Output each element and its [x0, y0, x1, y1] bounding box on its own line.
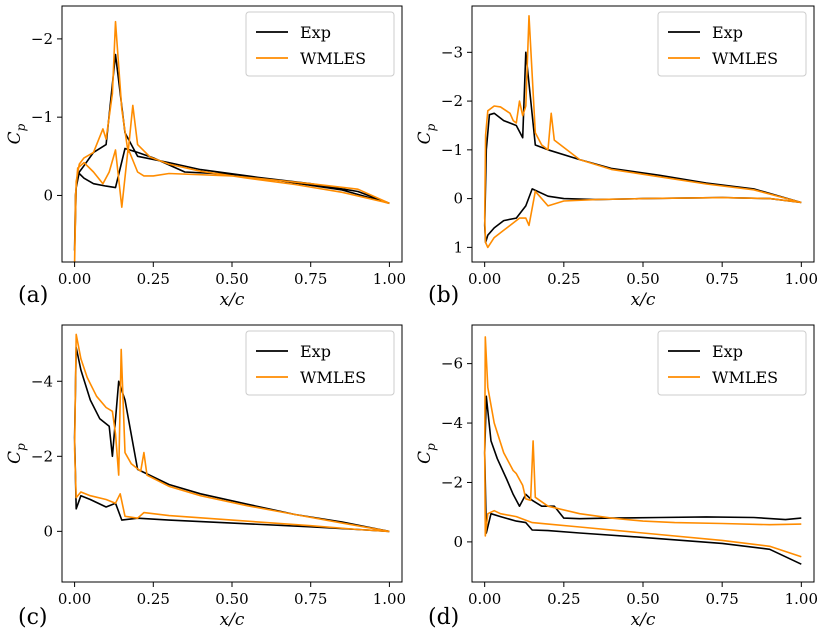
x-tick-label: 0.50 — [215, 590, 248, 608]
y-tick-label: −6 — [441, 355, 463, 373]
y-tick-label: 0 — [453, 190, 463, 208]
y-tick-label: −1 — [441, 141, 463, 159]
y-tick-label: −2 — [31, 30, 53, 48]
y-tick-label: −1 — [31, 108, 53, 126]
x-tick-label: 1.00 — [373, 590, 406, 608]
panel-b: 0.00 0.25 0.50 0.75 1.00 1 0 −1 −2 −3 x/c Cp Exp WMLE… — [415, 5, 818, 310]
y-axis-label-main: C — [5, 451, 25, 464]
panel-a: 0.00 0.25 0.50 0.75 1.00 0 −1 −2 x/c Cp Exp WMLES (a… — [5, 5, 406, 310]
x-tick-label: 0.50 — [626, 270, 659, 288]
y-axis-label: Cp — [415, 123, 438, 144]
x-tick-label: 0.25 — [137, 590, 170, 608]
legend-box — [245, 11, 395, 77]
x-tick-label: 0.00 — [58, 270, 91, 288]
x-tick-label: 0.75 — [705, 270, 738, 288]
x-tick-label: 0.25 — [137, 270, 170, 288]
x-tick-label: 1.00 — [785, 590, 818, 608]
x-axis-label: x/c — [220, 610, 245, 630]
x-tick-label: 1.00 — [785, 270, 818, 288]
series-line-exp — [73, 53, 390, 252]
y-tick-label: −2 — [31, 447, 53, 465]
legend-box — [657, 330, 807, 396]
x-tick-label: 0.00 — [468, 590, 501, 608]
y-tick-label: 0 — [453, 533, 463, 551]
x-axis-label: x/c — [631, 290, 656, 310]
x-tick-label: 0.00 — [468, 270, 501, 288]
x-tick-label: 0.50 — [626, 590, 659, 608]
legend-label-exp: Exp — [300, 342, 331, 361]
y-axis-label-main: C — [415, 131, 435, 144]
panel-d: 0.00 0.25 0.50 0.75 1.00 0 −2 −4 −6 x/c Cp Exp WMLES… — [415, 324, 818, 630]
y-tick-label: −2 — [441, 473, 463, 491]
series-line-wmles — [483, 336, 802, 558]
x-tick-label: 0.75 — [294, 270, 327, 288]
x-tick-label: 0.75 — [705, 590, 738, 608]
panel-label: (a) — [18, 283, 48, 308]
y-axis-label-main: C — [5, 131, 25, 144]
x-tick-label: 0.75 — [294, 590, 327, 608]
y-axis-label: Cp — [415, 443, 438, 464]
series-line-wmles — [73, 333, 390, 533]
legend-label-wmles: WMLES — [300, 368, 366, 387]
y-tick-label: −3 — [441, 43, 463, 61]
panel-label: (c) — [18, 605, 48, 630]
panel-c: 0.00 0.25 0.50 0.75 1.00 0 −2 −4 x/c Cp Exp WMLES (c… — [5, 324, 406, 630]
x-tick-label: 0.25 — [547, 590, 580, 608]
y-axis-label-sub: p — [424, 123, 438, 131]
y-axis-label-sub: p — [424, 443, 438, 451]
y-tick-label: 0 — [43, 522, 53, 540]
legend-box — [245, 330, 395, 396]
y-axis-label-main: C — [415, 451, 435, 464]
x-axis-label: x/c — [631, 610, 656, 630]
legend-label-exp: Exp — [712, 23, 743, 42]
x-tick-label: 1.00 — [373, 270, 406, 288]
y-tick-label: 0 — [43, 186, 53, 204]
series-line-wmles — [73, 20, 390, 263]
x-tick-label: 0.25 — [547, 270, 580, 288]
legend-label-wmles: WMLES — [712, 368, 778, 387]
series-line-wmles — [483, 15, 802, 249]
series-line-exp — [73, 346, 390, 533]
x-axis-label: x/c — [220, 290, 245, 310]
y-axis-label: Cp — [5, 443, 28, 464]
legend-label-exp: Exp — [712, 342, 743, 361]
panel-label: (b) — [428, 283, 459, 308]
legend-box — [657, 11, 807, 77]
legend-label-wmles: WMLES — [712, 49, 778, 68]
y-axis-label-sub: p — [14, 443, 28, 451]
panel-label: (d) — [428, 605, 459, 630]
legend-label-wmles: WMLES — [300, 49, 366, 68]
x-tick-label: 0.00 — [58, 590, 91, 608]
y-tick-label: −4 — [31, 372, 53, 390]
legend-label-exp: Exp — [300, 23, 331, 42]
y-tick-label: −4 — [441, 414, 463, 432]
y-tick-label: −2 — [441, 92, 463, 110]
y-axis-label-sub: p — [14, 123, 28, 131]
y-tick-label: 1 — [453, 238, 463, 256]
x-tick-label: 0.50 — [215, 270, 248, 288]
y-axis-label: Cp — [5, 123, 28, 144]
